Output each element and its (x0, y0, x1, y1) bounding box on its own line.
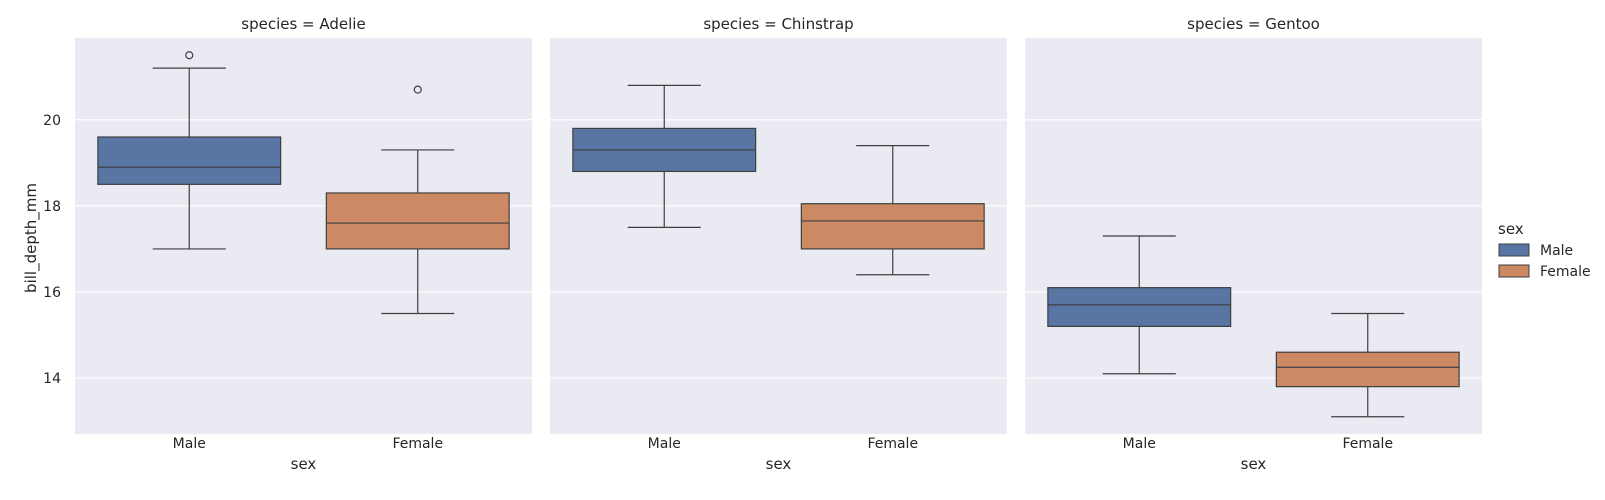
outlier-point (185, 51, 194, 60)
legend: sex Male Female (1498, 220, 1591, 280)
box-body (97, 136, 282, 185)
box-female (800, 145, 985, 276)
x-tick-label: Female (392, 436, 443, 452)
legend-label-male: Male (1540, 243, 1573, 259)
legend-swatch-female (1498, 264, 1530, 278)
box-body (1275, 351, 1460, 388)
box-body (325, 192, 510, 250)
box-male (1047, 235, 1232, 375)
x-axis-label: sex (766, 455, 792, 473)
panel-chinstrap: species = Chinstrap Male Female sex (550, 15, 1007, 473)
x-axis-label: sex (291, 455, 317, 473)
box-body (1047, 287, 1232, 327)
y-tick-label: 18 (43, 199, 61, 215)
box-male (572, 84, 757, 228)
x-tick-label: Female (867, 436, 918, 452)
panel-title: species = Gentoo (1187, 15, 1320, 33)
box-male (97, 51, 282, 250)
y-tick-label: 20 (43, 113, 61, 129)
panel-title: species = Adelie (241, 15, 365, 33)
legend-swatch-male (1498, 243, 1530, 257)
x-tick-label: Female (1342, 436, 1393, 452)
x-axis-label: sex (1241, 455, 1267, 473)
x-tick-label: Male (1123, 436, 1156, 452)
panel-adelie: species = Adelie 14 16 18 20 Male Female sex (43, 15, 532, 473)
box-body (800, 203, 985, 250)
y-tick-label: 16 (43, 285, 61, 301)
y-axis-label: bill_depth_mm (22, 183, 41, 293)
legend-title: sex (1498, 220, 1524, 238)
x-tick-label: Male (173, 436, 206, 452)
x-tick-label: Male (648, 436, 681, 452)
panel-gentoo: species = Gentoo Male Female sex (1025, 15, 1482, 473)
y-tick-label: 14 (43, 371, 61, 387)
legend-label-female: Female (1540, 264, 1591, 280)
outlier-point (413, 85, 422, 94)
panel-title: species = Chinstrap (703, 15, 853, 33)
box-female (1275, 312, 1460, 418)
box-female (325, 85, 510, 315)
